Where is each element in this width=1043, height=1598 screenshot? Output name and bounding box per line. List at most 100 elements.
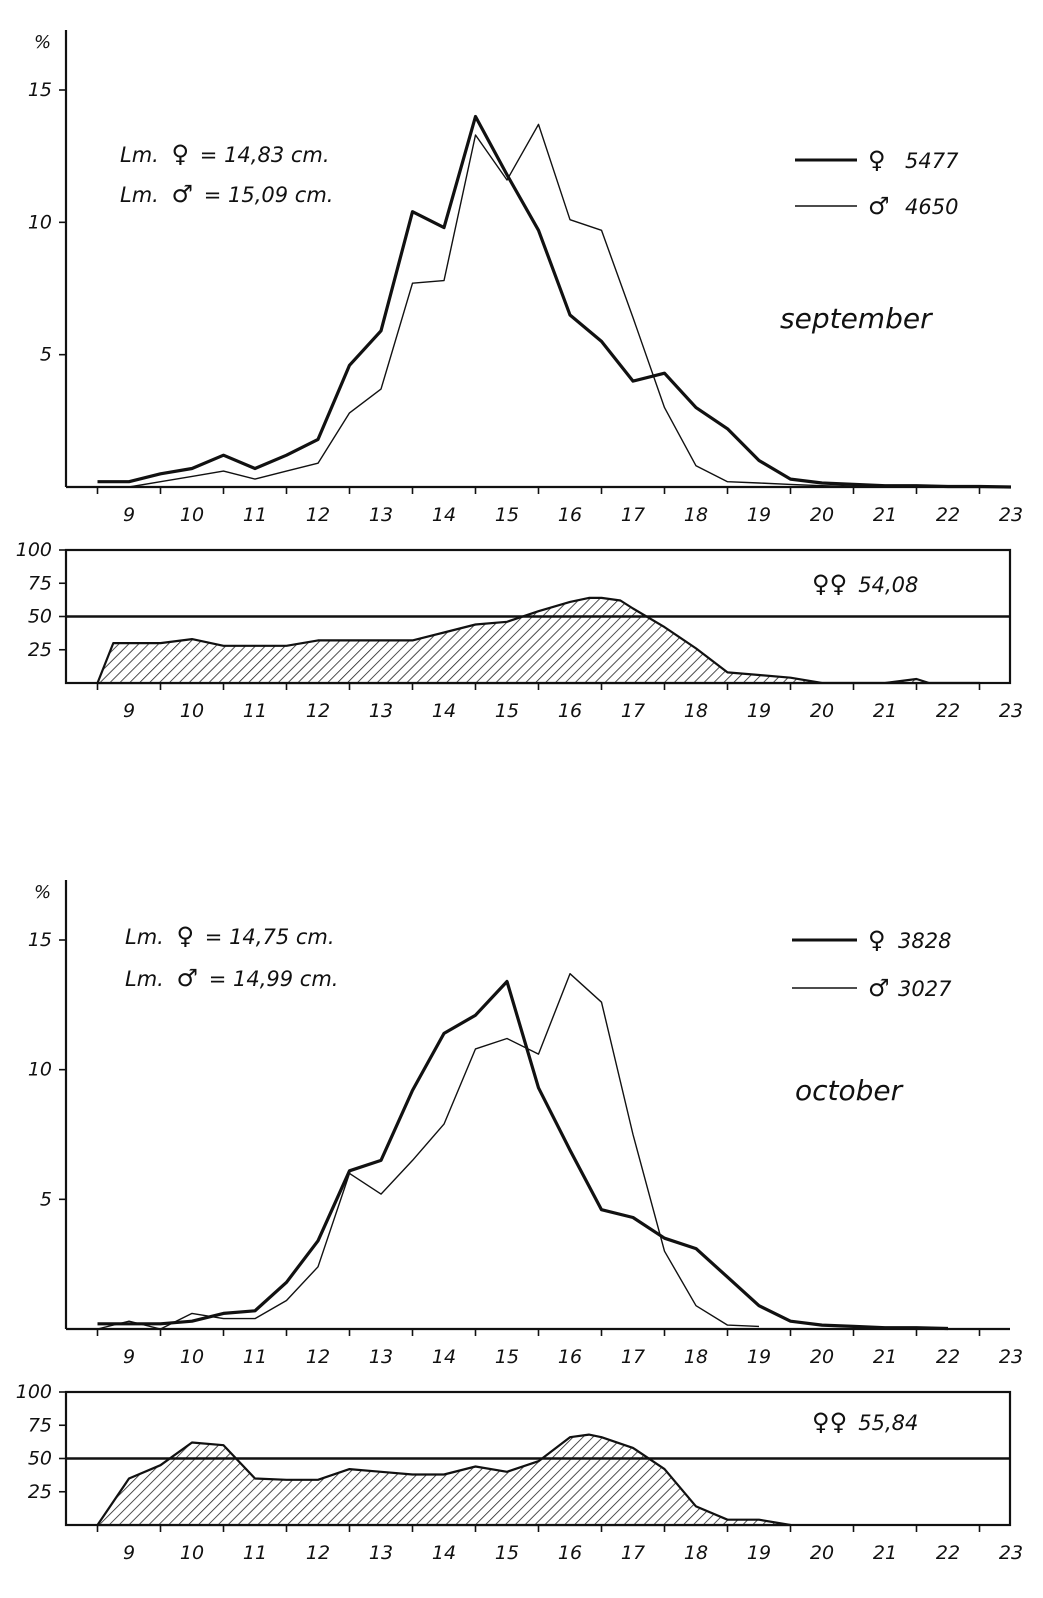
note-female-prefix: Lm. — [120, 143, 159, 167]
legend-male-symbol: ♂ — [868, 192, 890, 220]
x-tick-label: 13 — [369, 1346, 393, 1368]
x-tick-label: 10 — [180, 1346, 204, 1368]
x-tick-label: 13 — [369, 1542, 393, 1564]
female-ratio-area — [96, 596, 981, 685]
x-tick-label: 16 — [558, 504, 582, 526]
y-tick-label: 75 — [28, 572, 52, 594]
x-tick-label: 18 — [684, 700, 708, 722]
y-axis-label: % — [34, 32, 51, 53]
ratio-symbols: ♀♀ — [812, 570, 847, 598]
note-female: Lm. ♀ = 14,75 cm. — [125, 922, 335, 950]
x-tick-label: 9 — [123, 504, 135, 526]
x-tick-label: 22 — [936, 1346, 960, 1368]
x-tick-label: 11 — [243, 1542, 267, 1564]
female-ratio-area — [96, 1433, 792, 1527]
note-female-value: = 14,75 cm. — [205, 925, 335, 949]
x-tick-label: 20 — [810, 1346, 834, 1368]
x-tick-label: 21 — [873, 1346, 897, 1368]
y-tick-label: 100 — [16, 539, 52, 561]
female-series-line — [97, 114, 1012, 489]
male-symbol: ♂ — [172, 180, 194, 208]
x-tick-label: 15 — [495, 1346, 519, 1368]
x-tick-label: 16 — [558, 1542, 582, 1564]
x-tick-label: 20 — [810, 504, 834, 526]
y-tick-label: 10 — [28, 211, 52, 233]
legend-female-symbol: ♀ — [868, 926, 886, 954]
x-tick-label: 23 — [999, 504, 1023, 526]
x-tick-label: 10 — [180, 504, 204, 526]
x-tick-label: 11 — [243, 1346, 267, 1368]
october-ratio-chart: ♀♀ 55,84 25 50 75 100 9 10 11 12 13 14 15 16 17 18 19 2… — [16, 1381, 1023, 1564]
october-chart: % october Lm. ♀ = 14,75 cm. Lm. ♂ = 14,9… — [28, 880, 1023, 1368]
ratio-value: 54,08 — [858, 573, 918, 597]
x-tick-label: 13 — [369, 504, 393, 526]
x-tick-label: 23 — [999, 1346, 1023, 1368]
x-tick-label: 20 — [810, 1542, 834, 1564]
y-axis-label: % — [34, 882, 51, 903]
x-tick-label: 22 — [936, 700, 960, 722]
x-tick-label: 15 — [495, 1542, 519, 1564]
x-tick-label: 18 — [684, 1542, 708, 1564]
note-male-prefix: Lm. — [125, 967, 164, 991]
female-symbol: ♀ — [172, 140, 190, 168]
x-tick-label: 12 — [306, 700, 330, 722]
x-tick-label: 11 — [243, 700, 267, 722]
note-male-value: = 14,99 cm. — [209, 967, 339, 991]
legend-male-count: 4650 — [905, 195, 958, 219]
note-male-value: = 15,09 cm. — [204, 183, 334, 207]
y-tick-label: 5 — [40, 1188, 52, 1210]
legend-male-symbol: ♂ — [868, 974, 890, 1002]
x-tick-label: 9 — [123, 1542, 135, 1564]
x-tick-label: 23 — [999, 1542, 1023, 1564]
male-symbol: ♂ — [177, 964, 199, 992]
ratio-value: 55,84 — [858, 1411, 918, 1435]
female-series-line — [97, 979, 949, 1331]
legend-female-count: 5477 — [905, 149, 959, 173]
x-tick-label: 18 — [684, 1346, 708, 1368]
x-tick-label: 19 — [747, 700, 771, 722]
x-tick-label: 14 — [432, 504, 456, 526]
x-tick-label: 10 — [180, 700, 204, 722]
y-tick-label: 50 — [28, 1448, 52, 1470]
legend: ♀ 3828 ♂ 3027 — [792, 926, 952, 1002]
x-tick-label: 17 — [621, 700, 645, 722]
x-tick-label: 17 — [621, 504, 645, 526]
x-tick-label: 17 — [621, 1346, 645, 1368]
x-tick-label: 19 — [747, 1542, 771, 1564]
ratio-label: ♀♀ 55,84 — [812, 1408, 918, 1436]
x-tick-label: 12 — [306, 1346, 330, 1368]
x-tick-label: 23 — [999, 700, 1023, 722]
mean-length-notes: Lm. ♀ = 14,83 cm. Lm. ♂ = 15,09 cm. — [120, 140, 333, 208]
male-series-line — [97, 123, 1011, 488]
month-label: september — [780, 302, 933, 335]
september-chart: % september Lm. ♀ = 14,83 cm. Lm. ♂ = 15… — [28, 30, 1023, 526]
ratio-label: ♀♀ 54,08 — [812, 570, 918, 598]
y-tick-label: 75 — [28, 1414, 52, 1436]
x-tick-label: 22 — [936, 504, 960, 526]
y-tick-label: 25 — [28, 1481, 52, 1503]
x-tick-label: 14 — [432, 1542, 456, 1564]
y-tick-label: 50 — [28, 606, 52, 628]
x-tick-label: 19 — [747, 1346, 771, 1368]
month-label: october — [795, 1074, 904, 1107]
male-series-line — [97, 973, 760, 1330]
note-female-value: = 14,83 cm. — [200, 143, 330, 167]
note-female-prefix: Lm. — [125, 925, 164, 949]
september-ratio-chart: ♀♀ 54,08 25 50 75 100 9 10 11 12 13 14 15 16 17 18 19 2… — [16, 539, 1023, 722]
x-tick-label: 21 — [873, 700, 897, 722]
ratio-symbols: ♀♀ — [812, 1408, 847, 1436]
y-tick-label: 15 — [28, 79, 52, 101]
x-tick-label: 16 — [558, 700, 582, 722]
y-tick-label: 25 — [28, 639, 52, 661]
x-tick-label: 11 — [243, 504, 267, 526]
y-tick-label: 10 — [28, 1059, 52, 1081]
mean-length-notes: Lm. ♀ = 14,75 cm. Lm. ♂ = 14,99 cm. — [125, 922, 338, 992]
x-tick-label: 15 — [495, 700, 519, 722]
x-tick-label: 22 — [936, 1542, 960, 1564]
note-male-prefix: Lm. — [120, 183, 159, 207]
x-tick-label: 12 — [306, 1542, 330, 1564]
y-tick-label: 5 — [40, 344, 52, 366]
legend: ♀ 5477 ♂ 4650 — [795, 146, 959, 220]
legend-female-count: 3828 — [898, 929, 951, 953]
